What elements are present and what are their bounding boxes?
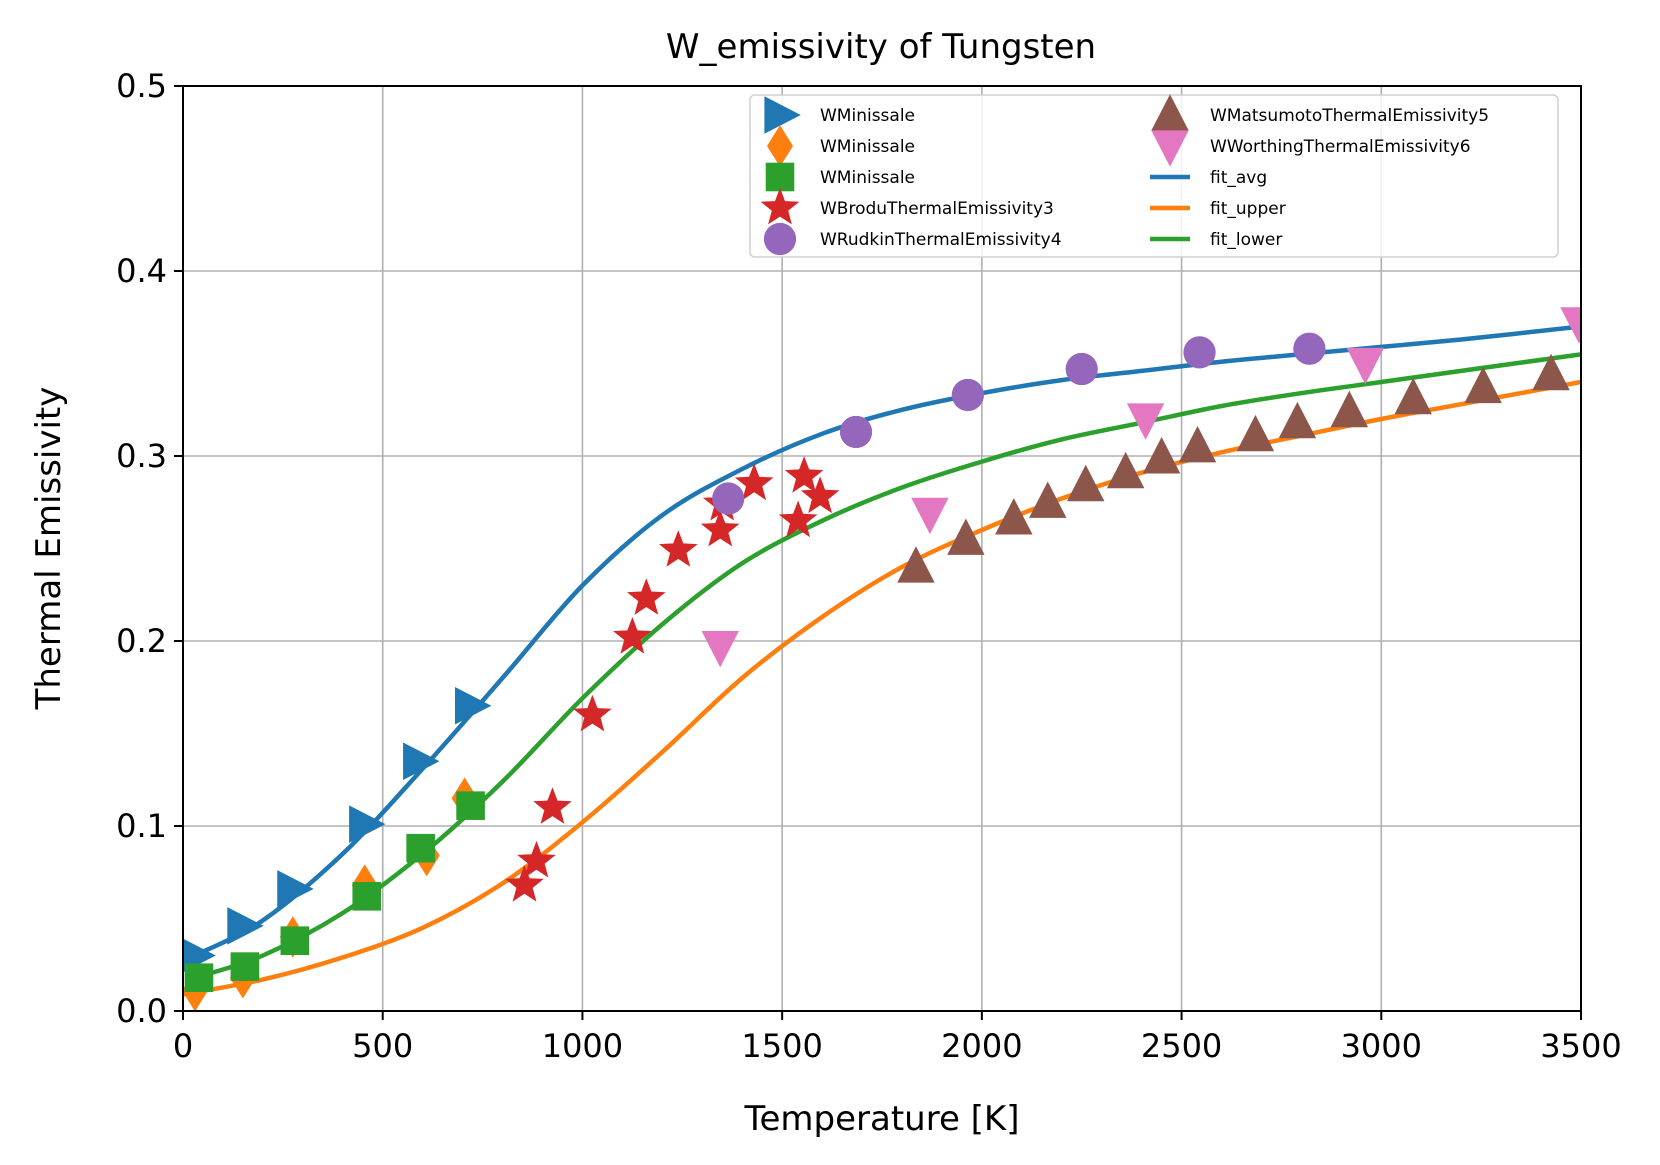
legend-label: WMatsumotoThermalEmissivity5 (1210, 106, 1489, 126)
marker-star (573, 694, 612, 732)
marker-circle (951, 378, 984, 412)
y-tick-label: 0.0 (116, 992, 167, 1030)
marker-star (517, 840, 556, 878)
marker-square (280, 926, 310, 955)
curve-fit-upper (183, 379, 1581, 997)
marker-triangle-up (1066, 464, 1105, 502)
legend-marker-circle (763, 222, 797, 256)
marker-triangle-up (995, 498, 1033, 535)
legend-label: WMinissale (820, 106, 915, 126)
x-tick-label: 1500 (741, 1027, 822, 1065)
marker-star (734, 463, 774, 501)
x-tick-label: 2500 (1141, 1027, 1222, 1065)
legend-entry: WRudkinThermalEmissivity4 (763, 222, 1062, 256)
legend-marker-triangle-up (1151, 94, 1189, 131)
marker-triangle-up (1236, 414, 1275, 452)
marker-star (505, 864, 544, 902)
marker-square (352, 882, 382, 911)
legend-label: WWorthingThermalEmissivity6 (1210, 137, 1471, 157)
marker-triangle-up (1029, 481, 1067, 518)
marker-star (700, 509, 740, 547)
marker-circle (712, 482, 745, 515)
x-axis-label: Temperature [K] (743, 1099, 1019, 1139)
legend-entry: fit_lower (1150, 230, 1282, 250)
marker-triangle-right (454, 687, 492, 725)
marker-square (184, 963, 214, 992)
marker-triangle-down (911, 497, 949, 535)
data-markers (183, 307, 1581, 1011)
marker-triangle-up (1278, 401, 1317, 439)
legend-label: fit_lower (1210, 230, 1282, 250)
legend-marker-star (760, 187, 800, 225)
legend-entry: fit_avg (1150, 168, 1267, 188)
x-tick-label: 0 (173, 1027, 193, 1065)
legend-marker-thin-diamond (767, 125, 793, 167)
marker-star (784, 456, 824, 493)
marker-triangle-up (1142, 437, 1181, 474)
x-tick-label: 2000 (941, 1027, 1022, 1065)
marker-star (627, 578, 666, 615)
marker-circle (1183, 336, 1216, 369)
marker-square (230, 952, 260, 981)
marker-triangle-up (1178, 425, 1217, 463)
marker-triangle-up (1106, 451, 1145, 489)
marker-triangle-up (1464, 366, 1502, 404)
legend-entry: WBroduThermalEmissivity3 (760, 187, 1054, 225)
legend-label: WRudkinThermalEmissivity4 (820, 230, 1062, 250)
legend-marker-square (765, 162, 795, 192)
legend-entry: fit_upper (1150, 199, 1286, 219)
legend-entry: WMinissale (767, 125, 915, 167)
x-tick-label: 3500 (1540, 1027, 1621, 1065)
plot-frame (182, 85, 1582, 1012)
marker-triangle-up (897, 546, 935, 583)
legend-label: fit_avg (1210, 168, 1267, 188)
marker-star (613, 617, 652, 654)
legend-entry: WMatsumotoThermalEmissivity5 (1151, 94, 1489, 131)
legend-entry: WMinissale (765, 162, 915, 192)
marker-star (778, 500, 818, 538)
legend-entry: WWorthingThermalEmissivity6 (1151, 130, 1471, 167)
marker-triangle-right (277, 870, 314, 908)
legend-marker-triangle-right (764, 96, 801, 134)
legend-label: WMinissale (820, 168, 915, 188)
x-tick-label: 500 (352, 1027, 413, 1065)
y-tick-label: 0.2 (116, 622, 167, 660)
marker-circle (839, 415, 873, 449)
y-axis-label: Thermal Emissivity (29, 387, 69, 711)
marker-circle (1293, 332, 1326, 365)
marker-triangle-up (1532, 353, 1570, 391)
x-tick-label: 1000 (542, 1027, 623, 1065)
marker-triangle-down (1346, 347, 1385, 385)
chart-title: W_emissivity of Tungsten (666, 27, 1096, 67)
legend-label: WMinissale (820, 137, 915, 157)
marker-star (659, 530, 698, 567)
legend-marker-triangle-down (1151, 130, 1189, 167)
legend: WMinissale WMinissale WMinissale WBroduTher… (749, 94, 1559, 258)
marker-star (800, 476, 840, 514)
marker-triangle-up (1394, 377, 1432, 415)
marker-triangle-down (1560, 307, 1581, 344)
y-tick-label: 0.3 (116, 437, 167, 475)
marker-triangle-up (1330, 390, 1369, 428)
y-tick-label: 0.5 (116, 67, 167, 105)
marker-triangle-down (1126, 403, 1165, 440)
marker-triangle-right (349, 805, 386, 843)
marker-triangle-right (403, 742, 440, 780)
legend-label: WBroduThermalEmissivity3 (820, 199, 1054, 219)
marker-triangle-up (947, 518, 985, 555)
marker-square (406, 833, 435, 863)
marker-square (456, 791, 485, 820)
marker-triangle-down (701, 630, 739, 668)
y-tick-label: 0.4 (116, 252, 167, 290)
x-tick-label: 3000 (1341, 1027, 1422, 1065)
legend-entry: WMinissale (764, 96, 915, 134)
marker-triangle-right (227, 907, 264, 945)
marker-star (533, 787, 572, 824)
axis-ticks: 0 500 1000 1500 2000 2500 3000 3500 0.0 0.1 0.2 0.3… (116, 67, 1622, 1065)
y-tick-label: 0.1 (116, 807, 167, 845)
marker-circle (1065, 352, 1098, 386)
legend-label: fit_upper (1210, 199, 1286, 219)
